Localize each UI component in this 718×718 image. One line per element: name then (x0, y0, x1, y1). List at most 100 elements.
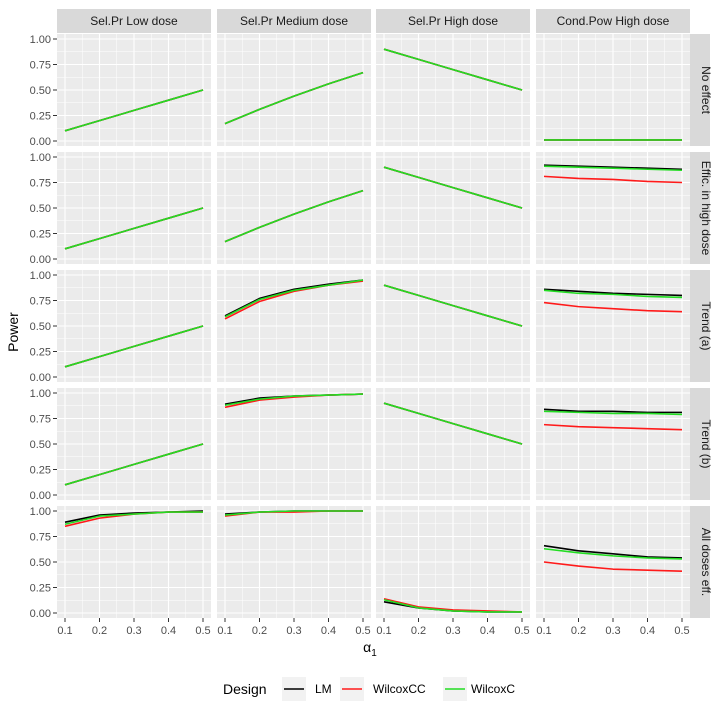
x-tick-label: 0.2 (252, 625, 267, 637)
panel (217, 152, 371, 264)
y-tick-label: 0.75 (30, 414, 51, 426)
panel (536, 34, 690, 146)
x-tick-label: 0.2 (92, 625, 107, 637)
y-tick-label: 1.00 (30, 34, 51, 46)
y-tick-label: 0.25 (30, 583, 51, 595)
series-line-wilcoxc (383, 166, 523, 209)
y-tick-label: 0.50 (30, 321, 51, 333)
panel (376, 506, 530, 618)
panel (376, 34, 530, 146)
legend-label: WilcoxCC (373, 682, 426, 696)
y-tick-label: 0.00 (30, 490, 51, 502)
panel (376, 388, 530, 500)
series-line-wilcoxc (224, 393, 364, 407)
x-tick-label: 0.2 (411, 625, 426, 637)
series-line-wilcoxcc (543, 561, 683, 572)
x-axis-title-main: α (363, 639, 371, 655)
x-tick-label: 0.4 (640, 625, 655, 637)
column-strip (217, 9, 371, 33)
x-tick-label: 0.1 (57, 625, 72, 637)
x-tick-label: 0.5 (195, 625, 210, 637)
x-tick-label: 0.4 (161, 625, 176, 637)
series-line-wilcoxc (64, 207, 204, 250)
series-line-wilcoxc (383, 598, 522, 613)
series-line-wilcoxcc (543, 175, 683, 184)
y-tick-label: 0.00 (30, 608, 51, 620)
series-line-wilcoxc (64, 511, 203, 526)
series-line-wilcoxcc (543, 423, 683, 431)
row-strip-label: All doses eff. (699, 528, 713, 596)
series-line-wilcoxc (224, 279, 364, 318)
panel (57, 152, 211, 264)
row-strip-label: Trend (a) (699, 302, 713, 351)
panel (217, 506, 371, 618)
y-tick-label: 0.75 (30, 178, 51, 190)
series-line-wilcoxc (383, 284, 523, 327)
series-line-lm (543, 408, 682, 414)
x-tick-label: 0.1 (217, 625, 232, 637)
panel (57, 270, 211, 382)
series-line-wilcoxc (543, 165, 683, 172)
series-line-wilcoxc (64, 443, 204, 486)
x-tick-label: 0.2 (571, 625, 586, 637)
x-tick-label: 0.5 (674, 625, 689, 637)
y-tick-label: 0.75 (30, 60, 51, 72)
x-axis: 0.1 0.2 0.3 0.4 0.5 0.1 0.2 0.3 0.4 0.5 0.1 0.2 0.3 0… (57, 618, 690, 637)
panel (217, 270, 371, 382)
y-tick-label: 1.00 (30, 270, 51, 282)
column-strip (376, 9, 530, 33)
y-tick-label: 1.00 (30, 388, 51, 400)
panel (536, 270, 690, 382)
series-line-wilcoxc (64, 89, 204, 132)
column-strip (57, 9, 211, 33)
series-line-wilcoxc (543, 547, 683, 560)
y-tick-label: 0.25 (30, 229, 51, 241)
legend-label: LM (315, 682, 332, 696)
y-tick-label: 1.00 (30, 506, 51, 518)
x-tick-label: 0.1 (376, 625, 391, 637)
row-strip-label: Trend (b) (699, 420, 713, 469)
series-line-wilcoxc (224, 71, 364, 125)
y-tick-label: 0.00 (30, 136, 51, 148)
facet-panels (57, 34, 690, 618)
legend-title: Design (223, 681, 267, 697)
x-axis-title-subscript: 1 (371, 648, 377, 659)
y-tick-label: 0.25 (30, 465, 51, 477)
x-tick-label: 0.3 (605, 625, 620, 637)
y-tick-label: 0.50 (30, 85, 51, 97)
y-axis: 0.00 0.25 0.50 0.75 1.00 0.00 0.25 0.50 0.75 1.00… (30, 34, 57, 620)
y-tick-label: 1.00 (30, 152, 51, 164)
x-tick-label: 0.4 (480, 625, 495, 637)
panel (536, 152, 690, 264)
x-tick-label: 0.3 (286, 625, 301, 637)
x-axis-title: α1 (363, 639, 377, 659)
x-tick-label: 0.3 (445, 625, 460, 637)
column-strip-label: Sel.Pr Low dose (90, 14, 178, 28)
panel (57, 34, 211, 146)
row-strips: No effect Effic. in high dose Trend (a) Tre… (686, 34, 713, 618)
y-tick-label: 0.25 (30, 111, 51, 123)
y-tick-label: 0.50 (30, 203, 51, 215)
series-line-wilcoxcc (543, 301, 683, 313)
x-tick-label: 0.5 (355, 625, 370, 637)
series-line-lm (543, 544, 683, 559)
x-tick-label: 0.4 (321, 625, 336, 637)
y-tick-label: 0.25 (30, 347, 51, 359)
y-tick-label: 0.00 (30, 254, 51, 266)
series-line-wilcoxc (383, 402, 523, 445)
column-strips: Sel.Pr Low dose Sel.Pr Medium dose Sel.Pr … (57, 9, 690, 33)
panel (376, 152, 530, 264)
y-tick-label: 0.50 (30, 557, 51, 569)
panel (57, 506, 211, 618)
series-line-wilcoxc (383, 48, 523, 91)
series-line-wilcoxc (543, 410, 683, 416)
panel (376, 270, 530, 382)
y-tick-label: 0.75 (30, 296, 51, 308)
panel (217, 34, 371, 146)
series-line-lm (543, 288, 683, 297)
column-strip-label: Sel.Pr High dose (408, 14, 498, 28)
legend-label: WilcoxC (471, 682, 515, 696)
series-line-wilcoxc (224, 510, 363, 516)
panel (536, 506, 690, 618)
